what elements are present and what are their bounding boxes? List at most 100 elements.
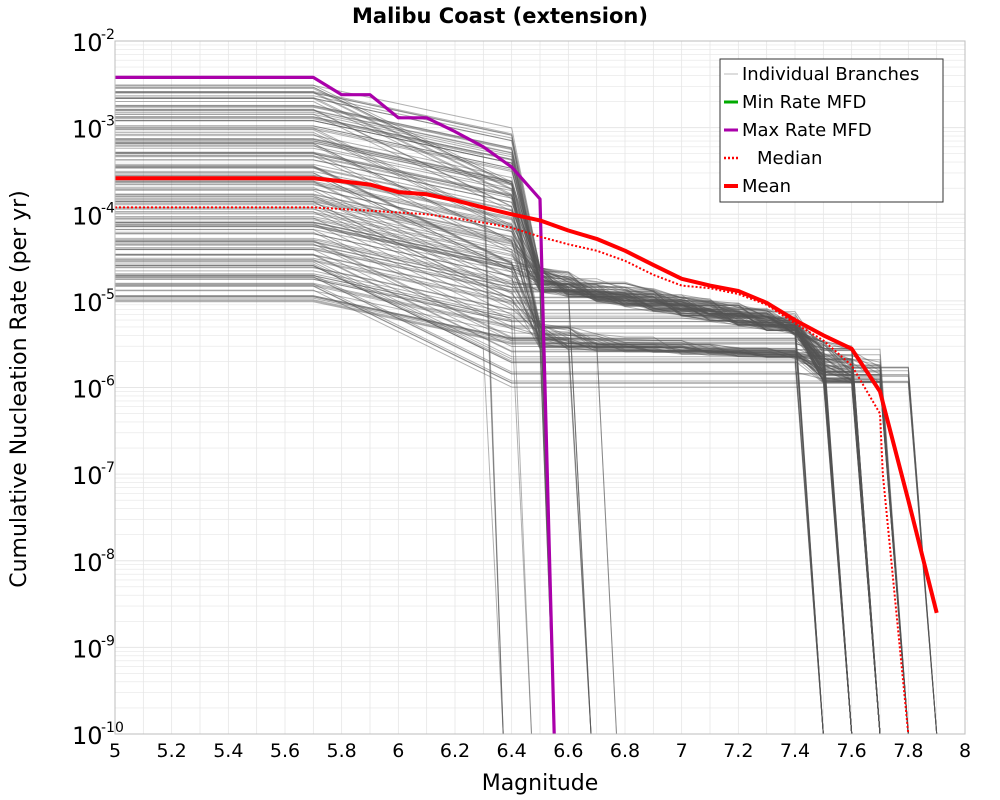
branch-line	[115, 144, 881, 735]
series-mean-line	[115, 176, 939, 614]
branch-line	[115, 233, 853, 735]
branch-line	[115, 186, 617, 735]
branch-line	[115, 241, 881, 735]
branch-line	[115, 289, 881, 735]
y-tick-base: 10	[72, 376, 103, 404]
branch-line	[115, 110, 881, 735]
chart-title: Malibu Coast (extension)	[352, 4, 648, 28]
branch-line	[115, 138, 881, 735]
y-tick-exponent: -10	[101, 720, 124, 736]
x-tick-label: 8	[959, 740, 971, 762]
branch-line	[115, 260, 938, 735]
x-tick-label: 6	[392, 740, 404, 762]
branch-line	[115, 275, 824, 735]
branch-line	[115, 201, 909, 735]
branch-line	[115, 174, 824, 735]
branch-line	[115, 166, 853, 735]
branch-line	[115, 228, 592, 735]
branch-line	[115, 239, 938, 735]
branch-line	[115, 182, 853, 735]
branch-line	[115, 249, 853, 735]
branch-line	[115, 120, 555, 735]
branch-line	[115, 283, 909, 735]
series-median-line	[115, 206, 910, 735]
branch-line	[115, 265, 504, 735]
y-tick-base: 10	[72, 116, 103, 144]
branch-line	[115, 285, 881, 735]
branch-line	[115, 248, 881, 735]
branch-line	[115, 217, 532, 735]
branch-line	[115, 301, 853, 735]
branch-line	[115, 219, 909, 735]
branch-line	[115, 261, 881, 735]
branch-line	[115, 105, 881, 735]
branch-line	[115, 86, 853, 735]
branch-line	[115, 257, 881, 735]
branch-line	[115, 208, 881, 735]
branch-line	[115, 91, 938, 735]
branch-line	[115, 106, 881, 735]
branch-line	[115, 180, 909, 735]
branch-line	[115, 142, 504, 735]
branch-line	[115, 254, 938, 735]
branch-line	[115, 237, 909, 735]
branch-line	[115, 213, 555, 735]
y-tick-exponent: -5	[101, 287, 115, 303]
x-tick-label: 6.4	[497, 740, 527, 762]
branch-line	[115, 145, 909, 735]
y-tick-base: 10	[72, 462, 103, 490]
branch-line	[115, 249, 853, 735]
branch-line	[115, 133, 881, 735]
branch-line	[115, 224, 853, 735]
branch-line	[115, 140, 881, 735]
branch-line	[115, 297, 938, 735]
x-tick-label: 5.8	[327, 740, 357, 762]
branch-line	[115, 92, 938, 735]
y-tick-label: 10-9	[72, 633, 115, 663]
y-tick-exponent: -7	[101, 460, 115, 476]
branch-line	[115, 244, 555, 735]
y-tick-base: 10	[72, 202, 103, 230]
legend-label: Median	[757, 148, 822, 169]
branch-line	[115, 113, 853, 735]
branch-line	[115, 204, 824, 735]
branch-line	[115, 266, 853, 735]
branch-line	[115, 275, 853, 735]
branch-line	[115, 97, 853, 735]
branch-line	[115, 116, 592, 735]
branch-line	[115, 274, 881, 735]
plot-frame	[114, 40, 966, 735]
branch-line	[115, 140, 909, 735]
y-axis-label: Cumulative Nucleation Rate (per yr)	[7, 190, 32, 588]
branch-line	[115, 166, 853, 735]
x-tick-label: 7.8	[893, 740, 923, 762]
branch-line	[115, 167, 853, 735]
branch-line	[115, 147, 909, 735]
branch-line	[115, 92, 853, 735]
x-axis-ticks: 5 5.2 5.4 5.6 5.8 6 6.2 6.4 6.6 6.8 7 7.2 7.4 7.6 7.8 8	[109, 740, 971, 762]
branch-line	[115, 206, 853, 735]
y-tick-label: 10-10	[72, 720, 124, 750]
branch-line	[115, 207, 881, 735]
branch-line	[115, 165, 853, 735]
x-tick-label: 6.2	[440, 740, 470, 762]
x-tick-label: 5.2	[157, 740, 187, 762]
branch-line	[115, 88, 881, 735]
branch-line	[115, 296, 909, 735]
x-tick-label: 6.8	[610, 740, 640, 762]
branch-line	[115, 143, 938, 735]
branch-line	[115, 199, 853, 735]
branch-line	[115, 106, 909, 735]
branch-line	[115, 151, 853, 735]
branch-line	[115, 118, 504, 735]
legend-label: Mean	[742, 176, 791, 197]
branch-line	[115, 156, 504, 735]
x-tick-label: 7.6	[837, 740, 867, 762]
branch-line	[115, 142, 938, 735]
branch-line	[115, 259, 909, 735]
branch-line	[115, 125, 555, 735]
branch-line	[115, 109, 881, 735]
branch-line	[115, 243, 909, 735]
legend-box	[719, 58, 944, 203]
